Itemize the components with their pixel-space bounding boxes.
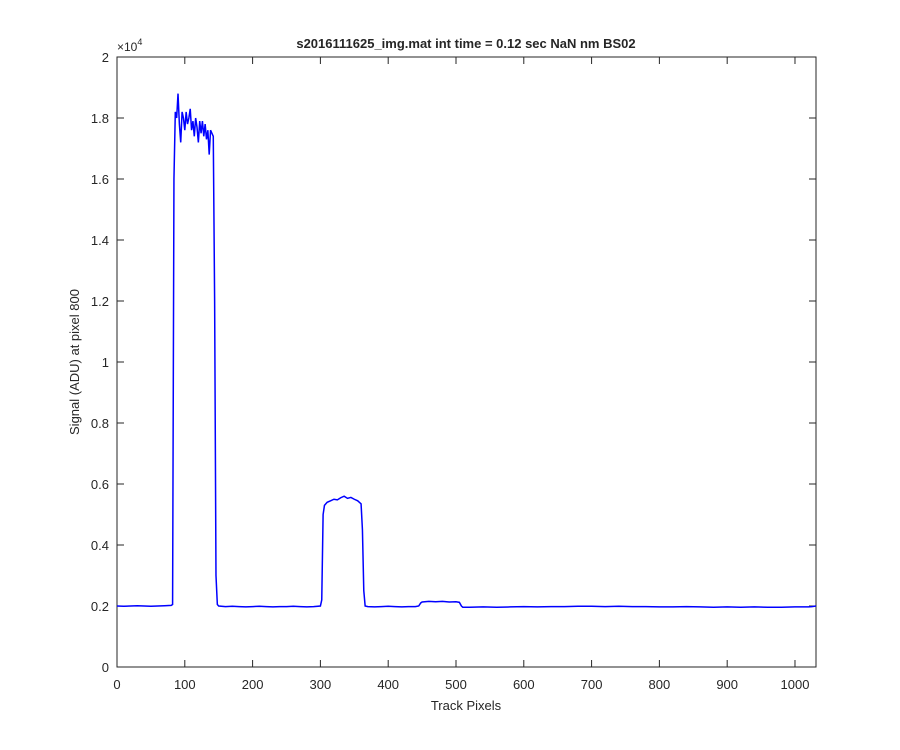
y-tick-label: 1 <box>102 355 109 370</box>
x-tick-label: 700 <box>581 677 603 692</box>
y-multiplier: ×104 <box>117 37 142 54</box>
x-tick-label: 500 <box>445 677 467 692</box>
y-tick-label: 1.2 <box>91 294 109 309</box>
y-tick-label: 0.8 <box>91 416 109 431</box>
x-tick-label: 0 <box>113 677 120 692</box>
x-tick-label: 200 <box>242 677 264 692</box>
y-tick-label: 1.8 <box>91 111 109 126</box>
x-tick-label: 600 <box>513 677 535 692</box>
x-tick-label: 900 <box>716 677 738 692</box>
y-tick-label: 0.4 <box>91 538 109 553</box>
chart-title: s2016111625_img.mat int time = 0.12 sec … <box>296 36 635 51</box>
multiplier-exponent: 4 <box>137 37 142 47</box>
x-tick-label: 800 <box>649 677 671 692</box>
y-tick-label: 0.6 <box>91 477 109 492</box>
y-tick-label: 2 <box>102 50 109 65</box>
x-tick-label: 400 <box>377 677 399 692</box>
x-tick-label: 1000 <box>781 677 810 692</box>
x-tick-label: 300 <box>310 677 332 692</box>
x-tick-label: 100 <box>174 677 196 692</box>
y-tick-label: 1.4 <box>91 233 109 248</box>
y-tick-label: 0.2 <box>91 599 109 614</box>
multiplier-base: ×10 <box>117 40 138 54</box>
y-tick-label: 0 <box>102 660 109 675</box>
y-tick-label: 1.6 <box>91 172 109 187</box>
plot-area <box>116 56 817 668</box>
data-line <box>116 93 817 608</box>
x-axis-label: Track Pixels <box>431 698 502 713</box>
y-axis-label: Signal (ADU) at pixel 800 <box>67 289 82 435</box>
